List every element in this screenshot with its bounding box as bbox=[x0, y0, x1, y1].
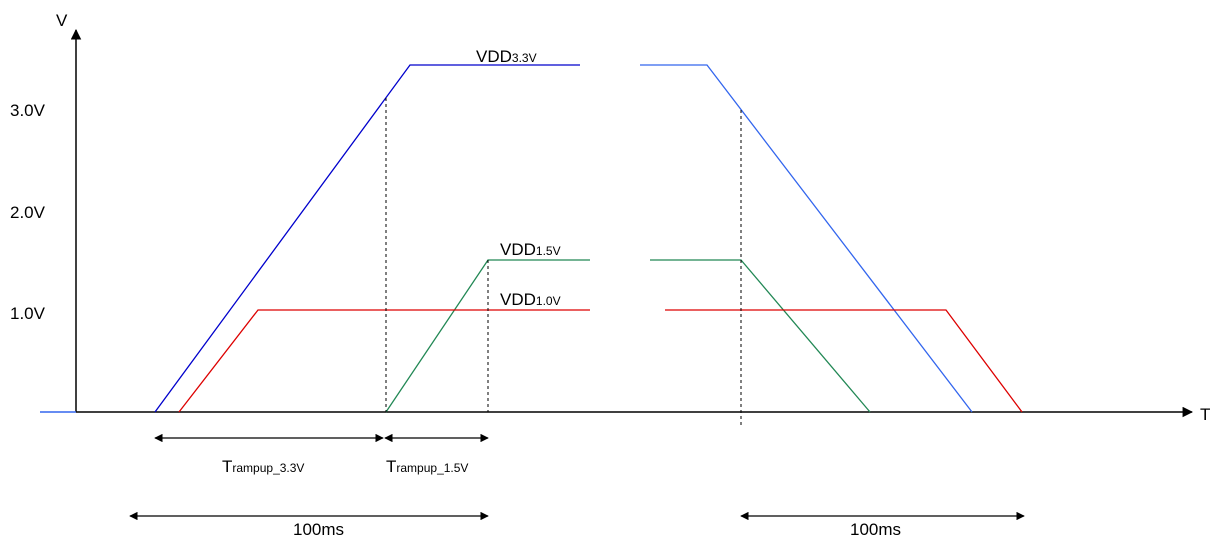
duration-off-label: 100ms bbox=[850, 520, 901, 539]
trampup15-label: Trampup_1.5V bbox=[386, 457, 468, 476]
tick-label-2v: 2.0V bbox=[10, 203, 46, 222]
tick-label-1v: 1.0V bbox=[10, 304, 46, 323]
vdd10-label-sub: 1.0V bbox=[536, 294, 561, 308]
duration-on-label: 100ms bbox=[293, 520, 344, 539]
vdd10-label: VDD1.0V bbox=[500, 290, 561, 309]
vdd15-label-main: VDD bbox=[500, 240, 536, 259]
vdd15-rise-line bbox=[385, 259, 590, 413]
vdd10-fall-line bbox=[665, 309, 1023, 413]
x-axis-label: T bbox=[1200, 405, 1210, 424]
vdd10-rise-line bbox=[178, 309, 590, 413]
vdd33-label: VDD3.3V bbox=[476, 47, 537, 66]
vdd15-fall-line bbox=[650, 259, 871, 413]
vdd15-label: VDD1.5V bbox=[500, 240, 561, 259]
vdd33-label-sub: 3.3V bbox=[512, 51, 537, 65]
vdd33-label-main: VDD bbox=[476, 47, 512, 66]
trampup33-label-main: T bbox=[222, 457, 232, 476]
vdd10-label-main: VDD bbox=[500, 290, 536, 309]
vdd33-fall-line bbox=[640, 64, 973, 413]
trampup33-label-sub: rampup_3.3V bbox=[232, 461, 304, 475]
trampup33-label: Trampup_3.3V bbox=[222, 457, 304, 476]
y-axis-label: V bbox=[56, 11, 68, 30]
tick-label-3v: 3.0V bbox=[10, 101, 46, 120]
trampup15-label-main: T bbox=[386, 457, 396, 476]
trampup15-label-sub: rampup_1.5V bbox=[396, 461, 468, 475]
vdd33-rise-line bbox=[154, 64, 580, 413]
vdd15-label-sub: 1.5V bbox=[536, 244, 561, 258]
